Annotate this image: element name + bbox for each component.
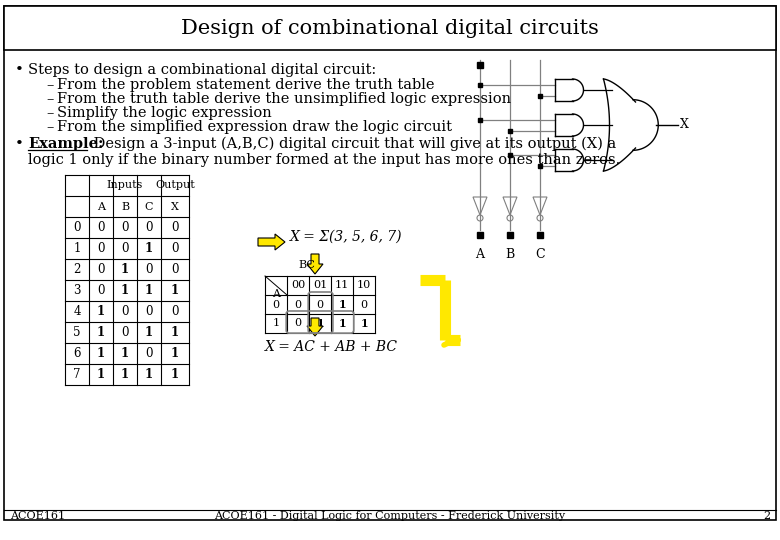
Text: 01: 01 bbox=[313, 280, 327, 291]
Text: Design a 3-input (A,B,C) digital circuit that will give at its output (X) a: Design a 3-input (A,B,C) digital circuit… bbox=[89, 137, 616, 151]
Text: 0: 0 bbox=[98, 284, 105, 297]
Text: 1: 1 bbox=[339, 318, 346, 329]
Text: 0: 0 bbox=[272, 300, 279, 309]
Text: –: – bbox=[46, 106, 53, 120]
Text: 0: 0 bbox=[172, 221, 179, 234]
Text: 0: 0 bbox=[73, 221, 81, 234]
Text: 1: 1 bbox=[121, 368, 129, 381]
Text: From the truth table derive the unsimplified logic expression: From the truth table derive the unsimpli… bbox=[57, 92, 511, 106]
Text: 0: 0 bbox=[98, 221, 105, 234]
Text: 0: 0 bbox=[121, 326, 129, 339]
Text: Output: Output bbox=[155, 180, 195, 191]
Text: 5: 5 bbox=[73, 326, 81, 339]
Text: Simplify the logic expression: Simplify the logic expression bbox=[57, 106, 271, 120]
Text: 0: 0 bbox=[294, 319, 302, 328]
Polygon shape bbox=[307, 318, 323, 336]
Text: 1: 1 bbox=[97, 347, 105, 360]
Text: –: – bbox=[46, 120, 53, 134]
Text: 1: 1 bbox=[272, 319, 279, 328]
Text: X: X bbox=[679, 118, 689, 132]
Text: 0: 0 bbox=[98, 242, 105, 255]
Text: Example:: Example: bbox=[28, 137, 104, 151]
Text: 1: 1 bbox=[97, 326, 105, 339]
Text: 1: 1 bbox=[73, 242, 80, 255]
Text: From the simplified expression draw the logic circuit: From the simplified expression draw the … bbox=[57, 120, 452, 134]
Text: 1: 1 bbox=[97, 305, 105, 318]
Text: 1: 1 bbox=[97, 368, 105, 381]
Bar bbox=[4, 6, 776, 50]
Text: 3: 3 bbox=[73, 284, 81, 297]
Text: •: • bbox=[15, 63, 24, 77]
Text: 1: 1 bbox=[145, 284, 153, 297]
Text: X: X bbox=[171, 201, 179, 212]
Text: 1: 1 bbox=[121, 263, 129, 276]
Text: 1: 1 bbox=[145, 242, 153, 255]
Text: C: C bbox=[535, 248, 544, 261]
Text: 1: 1 bbox=[121, 347, 129, 360]
Text: 0: 0 bbox=[145, 221, 153, 234]
Text: ACOE161: ACOE161 bbox=[10, 511, 65, 521]
Text: 11: 11 bbox=[335, 280, 349, 291]
Text: 0: 0 bbox=[172, 263, 179, 276]
Text: 1: 1 bbox=[316, 318, 324, 329]
Text: 0: 0 bbox=[294, 300, 302, 309]
Text: BC: BC bbox=[298, 260, 315, 270]
Text: 1: 1 bbox=[171, 347, 179, 360]
Text: 0: 0 bbox=[317, 300, 324, 309]
Text: 0: 0 bbox=[121, 305, 129, 318]
Text: 1: 1 bbox=[171, 284, 179, 297]
Text: 0: 0 bbox=[172, 305, 179, 318]
Text: 0: 0 bbox=[121, 242, 129, 255]
Text: 0: 0 bbox=[145, 305, 153, 318]
Text: Steps to design a combinational digital circuit:: Steps to design a combinational digital … bbox=[28, 63, 376, 77]
Text: 6: 6 bbox=[73, 347, 81, 360]
Text: 2: 2 bbox=[73, 263, 80, 276]
Text: 10: 10 bbox=[357, 280, 371, 291]
Text: 0: 0 bbox=[172, 242, 179, 255]
Text: 0: 0 bbox=[145, 263, 153, 276]
Text: 1: 1 bbox=[360, 318, 368, 329]
Text: A: A bbox=[476, 248, 484, 261]
Text: 2: 2 bbox=[763, 511, 770, 521]
Text: 1: 1 bbox=[145, 326, 153, 339]
Text: From the problem statement derive the truth table: From the problem statement derive the tr… bbox=[57, 78, 434, 92]
Text: 0: 0 bbox=[360, 300, 367, 309]
Text: 1: 1 bbox=[171, 326, 179, 339]
Text: C: C bbox=[145, 201, 153, 212]
Text: 7: 7 bbox=[73, 368, 81, 381]
Text: –: – bbox=[46, 92, 53, 106]
Text: A: A bbox=[271, 289, 279, 299]
Text: –: – bbox=[46, 78, 53, 92]
Text: 00: 00 bbox=[291, 280, 305, 291]
Text: A: A bbox=[97, 201, 105, 212]
Text: ACOE161 - Digital Logic for Computers - Frederick University: ACOE161 - Digital Logic for Computers - … bbox=[215, 511, 566, 521]
Text: 1: 1 bbox=[339, 299, 346, 310]
Text: 0: 0 bbox=[98, 263, 105, 276]
Text: Design of combinational digital circuits: Design of combinational digital circuits bbox=[181, 18, 599, 37]
Text: logic 1 only if the binary number formed at the input has more ones than zeros.: logic 1 only if the binary number formed… bbox=[28, 153, 620, 167]
Text: 0: 0 bbox=[145, 347, 153, 360]
Text: B: B bbox=[505, 248, 515, 261]
Text: B: B bbox=[121, 201, 129, 212]
Text: •: • bbox=[15, 137, 24, 151]
Polygon shape bbox=[307, 254, 323, 274]
Text: X = Σ(3, 5, 6, 7): X = Σ(3, 5, 6, 7) bbox=[290, 230, 402, 244]
Text: 1: 1 bbox=[145, 368, 153, 381]
Polygon shape bbox=[258, 234, 285, 250]
Text: 4: 4 bbox=[73, 305, 81, 318]
Text: X = AC + AB + BC: X = AC + AB + BC bbox=[265, 340, 398, 354]
Text: Inputs: Inputs bbox=[107, 180, 144, 191]
Text: 0: 0 bbox=[121, 221, 129, 234]
Text: 1: 1 bbox=[171, 368, 179, 381]
Text: 1: 1 bbox=[121, 284, 129, 297]
